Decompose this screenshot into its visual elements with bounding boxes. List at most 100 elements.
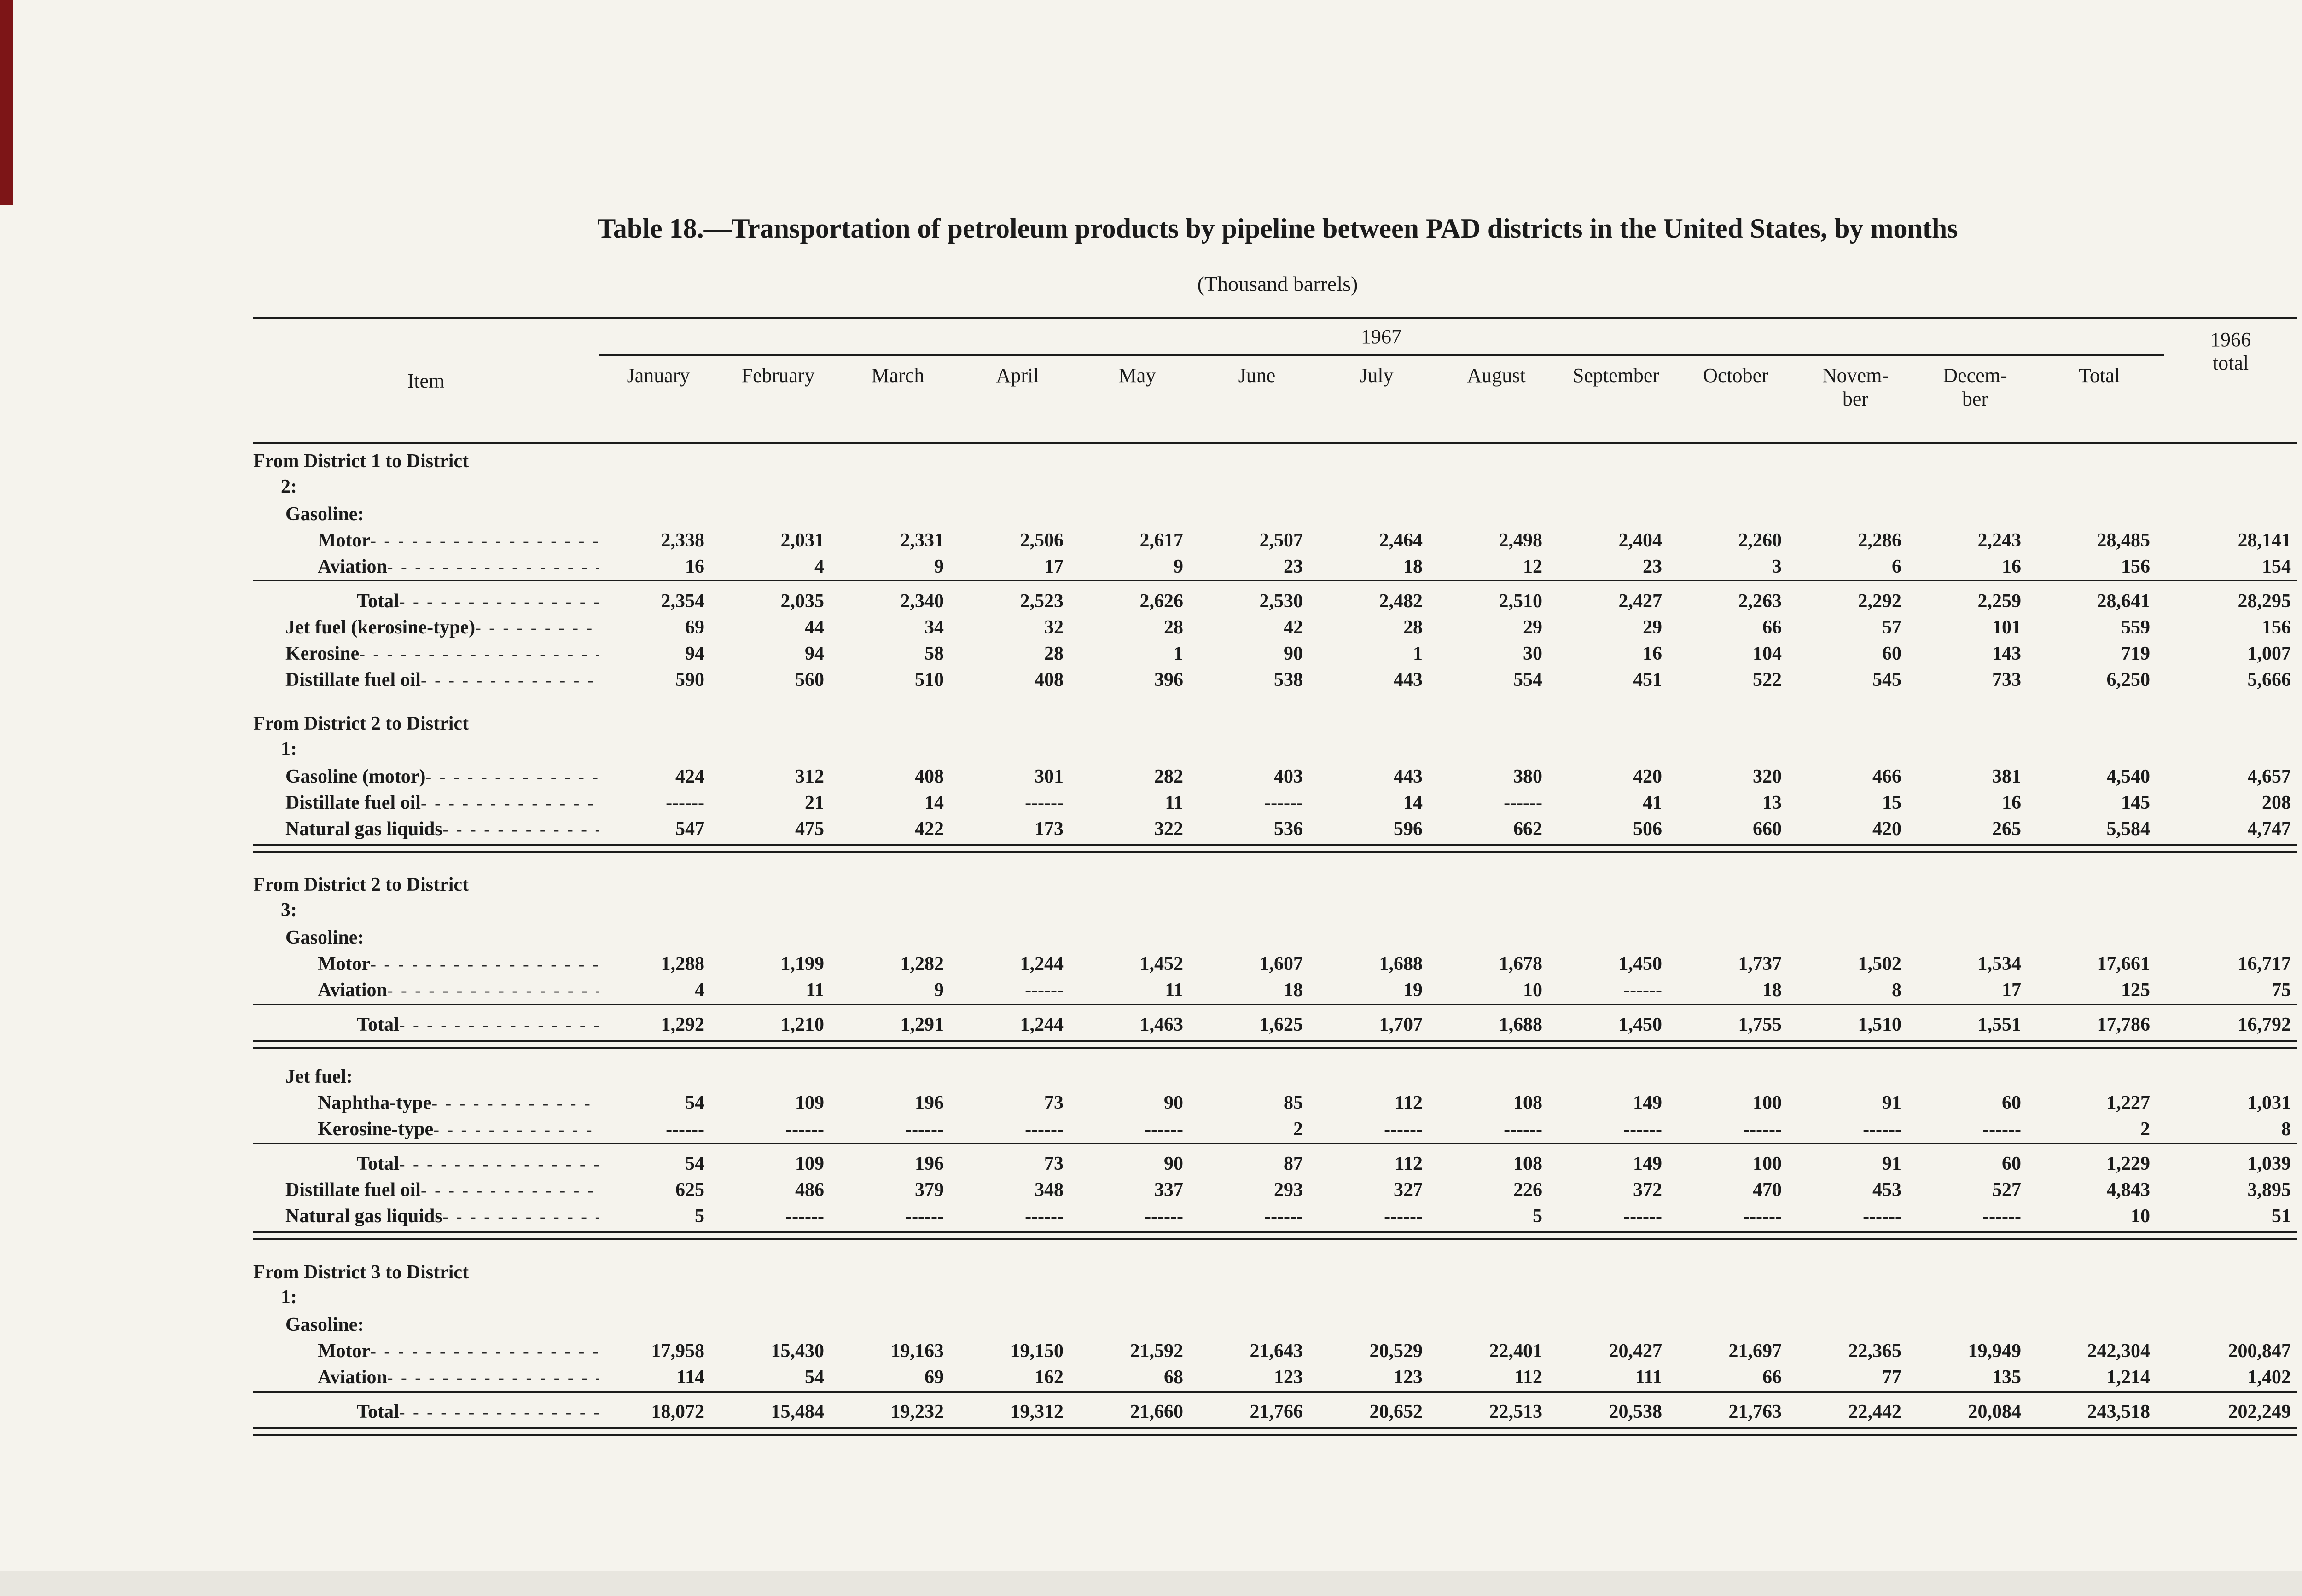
cell: 22,513 (1489, 1401, 1543, 1423)
cell: 2,507 (1259, 529, 1303, 551)
leader-dots (370, 529, 599, 551)
cell: 320 (1753, 766, 1782, 787)
row-label-cell: Total (253, 1151, 599, 1177)
cell: 10 (2131, 1206, 2151, 1227)
cell: 2 (1293, 1119, 1303, 1140)
cell: 1,244 (1020, 1014, 1064, 1036)
month-column-header: Novem- ber (1796, 355, 1915, 444)
cell: 475 (795, 818, 824, 840)
cell: 662 (1513, 818, 1542, 840)
row-label-cell: Kerosine-type (253, 1116, 599, 1143)
cell: 21,660 (1130, 1401, 1184, 1423)
spacer-row (253, 1242, 2297, 1255)
subheading-row: Gasoline: (253, 1312, 2297, 1338)
cell: 77 (1882, 1367, 1901, 1388)
cell: 108 (1513, 1092, 1542, 1114)
cell: 87 (1284, 1153, 1303, 1175)
cell: 44 (805, 616, 824, 638)
row-label-wrap: Distillate fuel oil (253, 1179, 599, 1201)
cell: 1 (1413, 643, 1423, 664)
spacer-cell (253, 1050, 2297, 1064)
leader-dots (421, 792, 599, 814)
scan-artifact-red-strip (0, 0, 13, 205)
cell: 15,484 (771, 1401, 825, 1423)
cell: ------ (666, 1119, 704, 1140)
cell: 420 (1872, 818, 1901, 840)
row-label-wrap: Kerosine-type (253, 1118, 599, 1140)
cell: 2,292 (1858, 590, 1902, 612)
month-column-header: May (1077, 355, 1197, 444)
section-heading-row: From District 1 to District 2: (253, 443, 2297, 501)
section-heading-row: From District 2 to District 3: (253, 868, 2297, 924)
cell: 17,661 (2097, 953, 2151, 975)
spacer-cell (253, 1242, 2297, 1255)
cell: 1,707 (1379, 1014, 1423, 1036)
cell: 4,540 (2106, 766, 2151, 787)
rule-single (253, 580, 2298, 588)
row-label-wrap: Distillate fuel oil (253, 669, 599, 691)
cell: 154 (2262, 556, 2291, 577)
cell: 112 (1395, 1092, 1423, 1114)
cell: 1,039 (2247, 1153, 2291, 1175)
cell: ------ (1623, 980, 1662, 1001)
cell: 554 (1513, 669, 1542, 691)
table-row: Aviation 16 4 9 17 9 23 18 12 23 3 6 16 156 154 (253, 553, 2297, 580)
month-column-header: April (958, 355, 1077, 444)
total-row: Total 54 109 196 73 90 87 112 108 149 100 91 60 1,229… (253, 1151, 2297, 1177)
cell: 57 (1882, 616, 1901, 638)
cell: 2,031 (780, 529, 825, 551)
cell: 90 (1284, 643, 1303, 664)
row-label-wrap: Motor (253, 529, 599, 551)
row-label-cell: Natural gas liquids (253, 1203, 599, 1230)
cell: 196 (915, 1092, 944, 1114)
cell: 20,084 (1968, 1401, 2022, 1423)
cell: 114 (676, 1367, 704, 1388)
cell: 22,442 (1848, 1401, 1902, 1423)
cell: 34 (924, 616, 944, 638)
row-label-cell: Distillate fuel oil (253, 789, 599, 816)
cell: ------ (1982, 1119, 2021, 1140)
table-row: Motor 1,288 1,199 1,282 1,244 1,452 1,607 1,688… (253, 951, 2297, 977)
cell: 1,688 (1379, 953, 1423, 975)
item-column-header: Item (253, 318, 599, 444)
leader-dots (475, 616, 599, 638)
total-row: Total 2,354 2,035 2,340 2,523 2,626 2,530 2,482… (253, 588, 2297, 614)
table-row: Motor 17,958 15,430 19,163 19,150 21,592 21,64… (253, 1338, 2297, 1364)
cell: 173 (1035, 818, 1064, 840)
cell: 135 (1992, 1367, 2021, 1388)
cell: 6,250 (2106, 669, 2151, 691)
cell: 337 (1154, 1179, 1183, 1201)
section-heading-row: From District 2 to District 1: (253, 707, 2297, 763)
rule-cell (253, 580, 2298, 588)
month-column-header: Decem- ber (1915, 355, 2035, 444)
cell: 1,282 (900, 953, 944, 975)
cell: 226 (1513, 1179, 1542, 1201)
cell: 2,035 (780, 590, 825, 612)
cell: 733 (1992, 669, 2021, 691)
cell: 590 (675, 669, 704, 691)
row-label-cell: Kerosine (253, 640, 599, 667)
cell: 1,227 (2106, 1092, 2151, 1114)
row-label-wrap: Natural gas liquids (253, 1205, 599, 1227)
row-label: Kerosine-type (318, 1119, 434, 1140)
rule-double-line (253, 844, 2298, 853)
cell: 5 (695, 1206, 704, 1227)
cell: 100 (1753, 1092, 1782, 1114)
cell: 17,958 (651, 1341, 705, 1362)
table-row: Natural gas liquids 5 ------ ------ ------ --… (253, 1203, 2297, 1230)
cell: 23 (1643, 556, 1662, 577)
cell: ------ (905, 1119, 944, 1140)
cell: 73 (1044, 1153, 1064, 1175)
cell: 109 (795, 1092, 824, 1114)
cell: 28,295 (2238, 590, 2291, 612)
cell: 111 (1635, 1367, 1662, 1388)
cell: ------ (1145, 1119, 1183, 1140)
table-row: Distillate fuel oil 590 560 510 408 396 538 443… (253, 667, 2297, 693)
cell: 10 (1523, 980, 1542, 1001)
month-column-header: January (599, 355, 718, 444)
row-label: Total (357, 590, 399, 612)
cell: 327 (1394, 1179, 1423, 1201)
spacer-cell (253, 693, 2297, 707)
cell: 1,199 (780, 953, 825, 975)
cell: 2,506 (1020, 529, 1064, 551)
